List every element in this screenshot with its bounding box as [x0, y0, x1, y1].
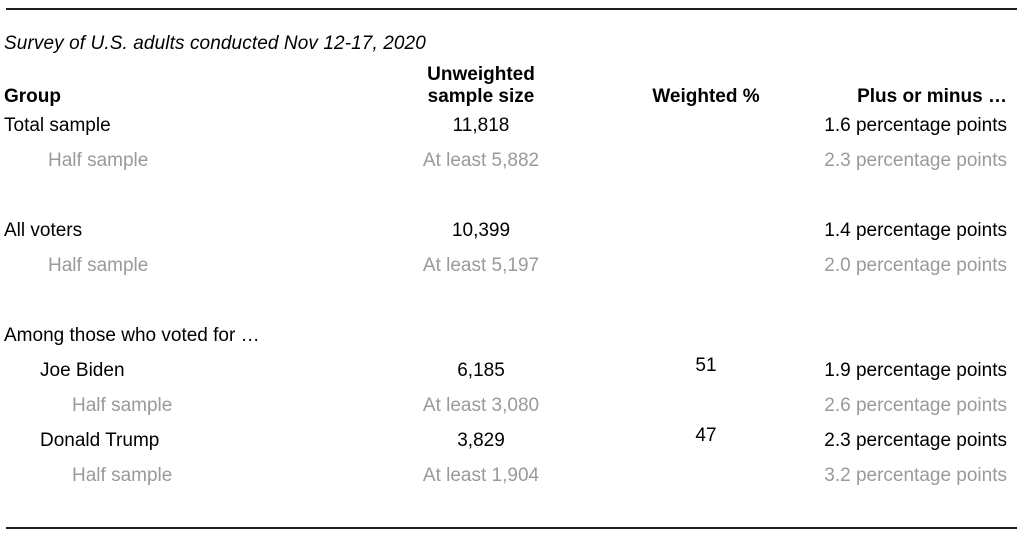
table-row-section: Among those who voted for …	[4, 318, 1007, 353]
group-cell: Among those who voted for …	[4, 324, 260, 346]
moe-cell: 3.2 percentage points	[824, 464, 1007, 486]
group-cell: Half sample	[72, 394, 173, 416]
unweighted-cell: At least 3,080	[422, 394, 540, 416]
table-row: Half sample At least 1,904 3.2 percentag…	[4, 458, 1007, 493]
table-header-row: Group Unweighted sample size Weighted % …	[4, 60, 1007, 108]
unweighted-cell: 11,818	[452, 114, 510, 136]
unweighted-cell: 3,829	[457, 429, 505, 451]
moe-cell: 2.0 percentage points	[824, 254, 1007, 276]
column-header-unweighted: Unweighted sample size	[326, 64, 636, 108]
table-row: Total sample 11,818 1.6 percentage point…	[4, 108, 1007, 143]
unweighted-cell: At least 5,882	[422, 149, 540, 171]
group-cell: Joe Biden	[40, 359, 125, 381]
moe-cell: 2.6 percentage points	[824, 394, 1007, 416]
weighted-cell: 51	[695, 354, 717, 376]
table-row: Donald Trump 3,829 47 2.3 percentage poi…	[4, 423, 1007, 458]
column-header-unweighted-line2: sample size	[427, 86, 535, 107]
table: Group Unweighted sample size Weighted % …	[4, 60, 1007, 493]
table-row: Half sample At least 5,197 2.0 percentag…	[4, 248, 1007, 283]
group-cell: Donald Trump	[40, 429, 160, 451]
top-rule	[6, 8, 1017, 10]
table-row: All voters 10,399 1.4 percentage points	[4, 213, 1007, 248]
unweighted-cell: At least 5,197	[422, 254, 540, 276]
group-cell: Half sample	[48, 149, 149, 171]
moe-cell: 1.4 percentage points	[824, 219, 1007, 241]
group-cell: Half sample	[48, 254, 149, 276]
unweighted-cell: 10,399	[451, 219, 511, 241]
moe-cell: 1.6 percentage points	[824, 114, 1007, 136]
moe-cell: 1.9 percentage points	[824, 359, 1007, 381]
column-header-unweighted-line1: Unweighted	[427, 64, 535, 85]
weighted-cell: 47	[695, 424, 717, 446]
table-row: Joe Biden 6,185 51 1.9 percentage points	[4, 353, 1007, 388]
column-header-group: Group	[4, 86, 61, 107]
column-header-weighted: Weighted %	[652, 86, 760, 107]
moe-cell: 2.3 percentage points	[824, 429, 1007, 451]
unweighted-cell: 6,185	[457, 359, 505, 381]
group-cell: Total sample	[4, 114, 111, 136]
table-row: Half sample At least 5,882 2.3 percentag…	[4, 143, 1007, 178]
unweighted-cell: At least 1,904	[422, 464, 540, 486]
table-row: Half sample At least 3,080 2.6 percentag…	[4, 388, 1007, 423]
moe-cell: 2.3 percentage points	[824, 149, 1007, 171]
group-cell: All voters	[4, 219, 83, 241]
survey-subtitle: Survey of U.S. adults conducted Nov 12-1…	[4, 33, 426, 54]
column-header-moe: Plus or minus …	[857, 86, 1007, 107]
group-cell: Half sample	[72, 464, 173, 486]
bottom-rule	[6, 527, 1017, 529]
